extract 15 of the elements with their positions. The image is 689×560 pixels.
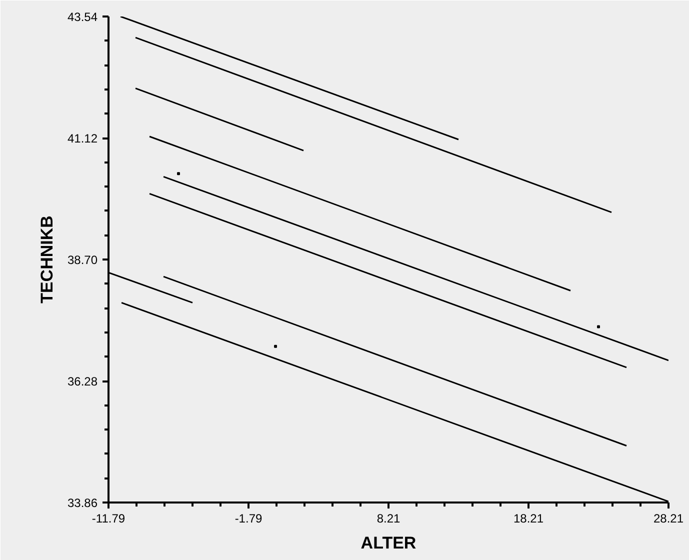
point [274, 344, 278, 348]
x-tick-label: -11.79 [92, 512, 126, 526]
x-tick-label: 8.21 [376, 512, 401, 526]
y-tick-label: 43.54 [67, 10, 98, 24]
y-tick-label: 41.12 [67, 132, 98, 146]
x-tick-label: 18.21 [513, 512, 544, 526]
y-axis-title: TECHNIKB [37, 216, 56, 304]
y-tick-label: 36.28 [67, 374, 98, 388]
y-tick-label: 33.86 [67, 496, 98, 510]
point [177, 172, 180, 176]
x-tick-label: -1.79 [234, 512, 262, 526]
point [597, 325, 600, 328]
x-tick-label: 28.21 [653, 512, 684, 526]
x-axis-title: ALTER [360, 534, 416, 552]
y-tick-label: 38.70 [67, 253, 98, 267]
